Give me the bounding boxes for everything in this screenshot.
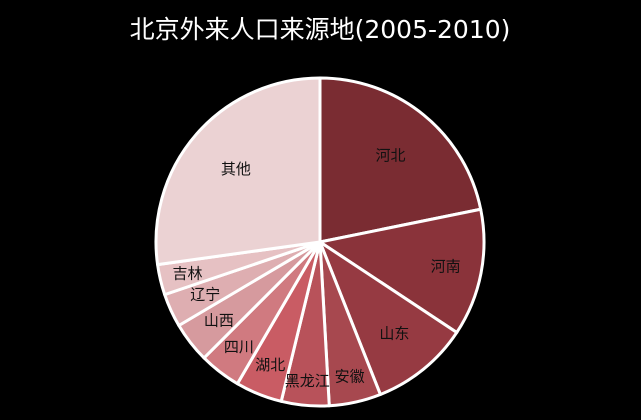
slice-label-7: 四川 — [224, 338, 254, 356]
slice-label-3: 山东 — [379, 325, 409, 343]
pie-slice-1 — [318, 76, 483, 244]
slice-label-1: 河北 — [375, 147, 405, 165]
slice-label-9: 辽宁 — [190, 286, 220, 304]
slice-label-4: 安徽 — [335, 368, 365, 386]
pie-slice-2 — [318, 207, 486, 334]
chart-title: 北京外来人口来源地(2005-2010) — [130, 15, 511, 44]
pie-slices — [154, 76, 486, 408]
slice-label-6: 湖北 — [255, 356, 285, 374]
slice-label-10: 吉林 — [172, 264, 202, 282]
slice-label-11: 其他 — [221, 160, 251, 178]
slice-label-8: 山西 — [204, 311, 234, 329]
slice-label-5: 黑龙江 — [285, 372, 330, 390]
pie-slice-11 — [154, 76, 322, 267]
slice-label-2: 河南 — [431, 257, 461, 275]
pie-slice-3 — [318, 240, 459, 396]
